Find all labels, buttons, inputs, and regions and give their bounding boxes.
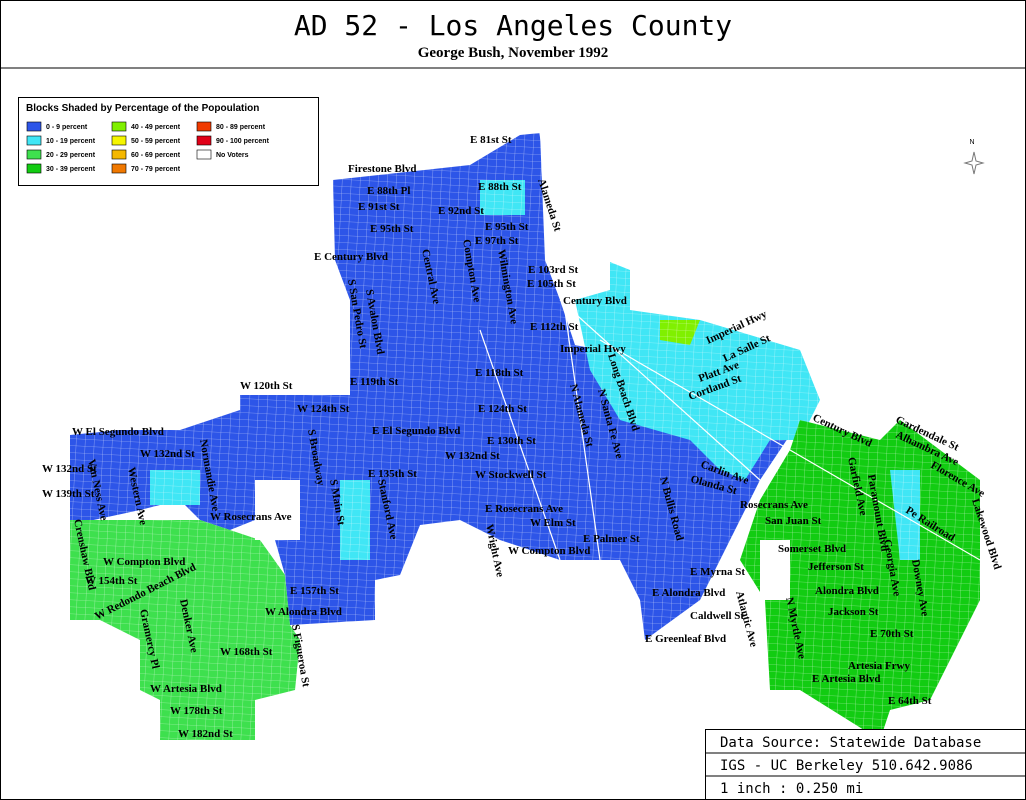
street-label: W 132nd St [140,448,195,460]
legend-swatch [111,163,127,174]
street-label: W 132nd St [42,463,97,475]
street-label: W 178th St [170,705,223,717]
street-label: E Century Blvd [314,251,388,263]
street-label: Imperial Hwy [560,343,626,355]
legend-swatch [26,163,42,174]
legend-swatch [26,135,42,146]
legend-swatch [111,121,127,132]
street-label: W 120th St [240,380,293,392]
legend-label: 90 - 100 percent [216,138,270,145]
legend-items: 0 - 9 percent 10 - 19 percent 20 - 29 perc… [26,121,270,174]
street-label: Firestone Blvd [348,163,417,175]
legend-swatch [196,135,212,146]
legend-label: 20 - 29 percent [46,152,96,159]
street-label: W 132nd St [445,450,500,462]
street-label: E 88th St [478,181,522,193]
footer-text: IGS - UC Berkeley 510.642.9086 [720,758,973,774]
street-label: W 168th St [220,646,273,658]
legend-label: 80 - 89 percent [216,124,266,131]
street-label: E 70th St [870,628,914,640]
street-label: E 124th St [478,403,527,415]
street-label: E 88th Pl [367,185,410,197]
legend-swatch [196,121,212,132]
street-label: Rosecrans Ave [740,499,808,511]
street-label: Jefferson St [808,561,864,573]
legend-label: 50 - 59 percent [131,138,181,145]
legend-swatch [26,121,42,132]
subtitle: George Bush, November 1992 [418,45,609,61]
footer-text: Data Source: Statewide Database [720,735,981,751]
street-label: Alondra Blvd [815,585,879,597]
legend-box [18,97,319,186]
footer: Data Source: Statewide Database IGS - UC… [705,729,1026,800]
street-label: E 118th St [475,367,524,379]
street-label: E 105th St [527,278,576,290]
street-label: Artesia Frwy [848,660,911,672]
street-label: W Compton Blvd [103,556,185,568]
north-label: N [969,139,974,146]
legend-swatch [111,135,127,146]
street-label: W Stockwell St [475,469,547,481]
street-label: E Artesia Blvd [812,673,880,685]
street-label: E 95th St [370,223,414,235]
legend-label: 40 - 49 percent [131,124,181,131]
legend-swatch [196,149,212,160]
street-label: E 92nd St [438,205,484,217]
legend-label: No Voters [216,152,249,159]
legend-swatch [26,149,42,160]
street-label: E 157th St [290,585,339,597]
street-label: E Myrna St [690,566,745,578]
street-label: W Artesia Blvd [150,683,222,695]
street-label: Century Blvd [563,295,627,307]
street-label: W 124th St [297,403,350,415]
street-label: W 182nd St [178,728,233,740]
street-label: W Compton Blvd [508,545,590,557]
north-arrow: N [963,139,985,175]
street-label: E Rosecrans Ave [485,503,563,515]
street-label: E Palmer St [583,533,640,545]
street-label: W 139th St [42,488,95,500]
legend-label: 30 - 39 percent [46,166,96,173]
street-label: E Greenleaf Blvd [645,633,726,645]
legend-label: 0 - 9 percent [46,124,88,131]
compass [963,151,985,175]
street-label: E 81st St [470,134,512,146]
street-label: W Rosecrans Ave [210,511,292,523]
street-label: San Juan St [765,515,822,527]
street-label: W Alondra Blvd [265,606,342,618]
street-label: E 95th St [485,221,529,233]
legend-label: 70 - 79 percent [131,166,181,173]
street-label: E 135th St [368,468,417,480]
street-label: W Elm St [530,517,576,529]
street-label: W 154th St [85,575,138,587]
street-label: Caldwell St [690,610,744,622]
street-label: E 91st St [358,201,400,213]
legend: Blocks Shaded by Percentage of the Popou… [18,97,319,186]
title: AD 52 - Los Angeles County [294,9,732,42]
street-label: W El Segundo Blvd [72,426,164,438]
street-label: E 112th St [530,321,579,333]
street-label: E 103rd St [528,264,578,276]
legend-label: 60 - 69 percent [131,152,181,159]
street-label: Jackson St [828,606,879,618]
legend-title: Blocks Shaded by Percentage of the Popou… [26,103,259,114]
street-label: E 97th St [475,235,519,247]
legend-label: 10 - 19 percent [46,138,96,145]
rail-line [479,132,981,561]
street-labels: E 81st St Firestone Blvd E 88th Pl E 88th S… [42,134,1003,740]
street-label: E 119th St [350,376,399,388]
footer-text: 1 inch : 0.250 mi [720,781,863,797]
street-label: E Alondra Blvd [652,587,725,599]
street-label: E El Segundo Blvd [372,425,460,437]
street-label: E 64th St [888,695,932,707]
street-label: Somerset Blvd [778,543,846,555]
legend-swatch [111,149,127,160]
street-label: E 130th St [487,435,536,447]
